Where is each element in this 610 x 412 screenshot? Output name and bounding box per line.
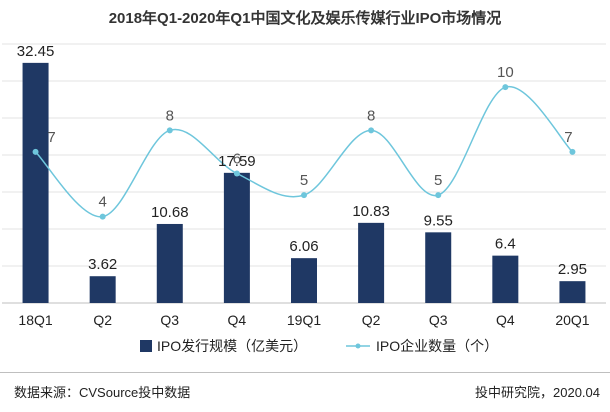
brand-note: 投中研究院，2020.04 [475,385,600,400]
x-tick-label: Q3 [429,312,448,328]
line-point [502,84,509,91]
line-point [435,192,442,199]
bar-value-label: 32.45 [17,43,55,60]
legend-line-marker [355,343,361,349]
bar-value-label: 10.83 [352,203,390,220]
line-point [301,192,307,199]
bar-value-label: 10.68 [151,204,189,221]
chart-title: 2018年Q1-2020年Q1中国文化及娱乐传媒行业IPO市场情况 [109,9,502,27]
source-note: 数据来源：CVSource投中数据 [14,385,191,400]
x-tick-label: Q4 [228,312,247,328]
legend: IPO发行规模（亿美元） IPO企业数量（个） [140,338,498,354]
bar-series [22,62,586,304]
bar [492,255,519,303]
x-tick-label: Q3 [160,312,179,328]
bar [291,258,317,303]
bar-value-label: 6.4 [495,236,516,253]
line-path [35,86,573,218]
x-tick-label: 20Q1 [555,312,589,328]
line-value-label: 6 [233,151,241,168]
x-tick-label: Q2 [362,312,381,328]
x-tick-label: 19Q1 [287,312,321,328]
footer: 数据来源：CVSource投中数据 投中研究院，2020.04 [0,372,610,412]
x-tick-label: Q4 [496,312,515,328]
bar [22,62,49,304]
line-value-label: 10 [497,64,514,81]
line-point [569,148,576,155]
line-value-label: 8 [367,107,375,124]
line-value-label: 5 [300,172,308,189]
bar [156,223,183,303]
x-axis: 18Q1 Q2 Q3 Q4 19Q1 Q2 Q3 Q4 20Q1 [18,312,589,328]
bar [425,232,452,303]
bar [89,276,116,303]
data-labels: 32.45 3.62 10.68 17.59 6.06 10.83 9.55 6.4 2.95 7… [17,43,587,278]
chart: 2018年Q1-2020年Q1中国文化及娱乐传媒行业IPO市场情况 32.453… [2,9,606,354]
bar-value-label: 2.95 [558,261,587,278]
line-value-label: 4 [98,194,106,211]
x-tick-label: Q2 [93,312,112,328]
line-point [166,127,173,134]
line-point [233,170,240,177]
grid-lines [2,43,606,304]
bar [559,281,586,303]
bar-value-label: 3.62 [88,256,117,273]
bar-value-label: 9.55 [424,212,453,229]
line-value-label: 7 [564,129,572,146]
legend-bar-swatch [140,340,152,352]
line-value-label: 8 [166,107,174,124]
line-value-label: 5 [434,172,442,189]
line-point [32,148,39,155]
legend-line-label: IPO企业数量（个） [376,338,498,354]
x-tick-label: 18Q1 [18,312,52,328]
bar [223,172,250,303]
line-point [368,127,375,134]
line-series [32,84,576,220]
bar [358,222,385,303]
legend-bar-label: IPO发行规模（亿美元） [157,338,307,354]
bar-value-label: 6.06 [289,238,318,255]
bar-value-label: 17.59 [218,153,256,170]
line-value-label: 7 [47,129,55,146]
line-point [99,213,106,220]
